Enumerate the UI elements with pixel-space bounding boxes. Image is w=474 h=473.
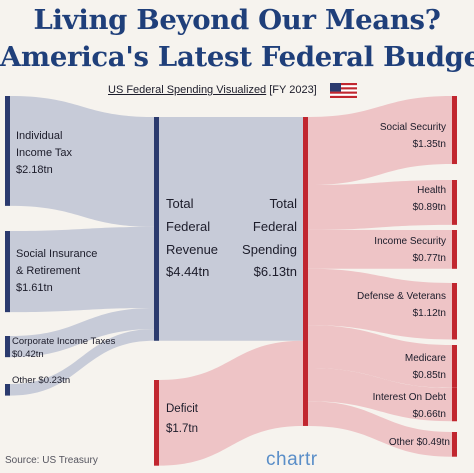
label-value: $0.49tn [416, 437, 450, 448]
label-social-insurance: Social Insurance & Retirement $1.61tn [16, 246, 97, 297]
label-line: Interest On Debt [372, 392, 446, 403]
flow-revenue-source [10, 308, 154, 358]
label-value: $0.66tn [412, 409, 446, 420]
label-value: $1.61tn [16, 282, 53, 295]
label-line: Income Tax [16, 147, 73, 160]
label-interest-on-debt: Interest On Debt $0.66tn [373, 389, 446, 423]
node-revenue-source [5, 336, 10, 358]
label-line: Medicare [404, 353, 446, 364]
label-individual-income-tax: Individual Income Tax $2.18tn [16, 128, 72, 179]
flow-spending-category [308, 180, 452, 230]
label-social-security: Social Security $1.35tn [380, 119, 446, 153]
label-other-spending: Other $0.49tn [389, 434, 450, 451]
flow-spending-category [308, 367, 452, 422]
label-value: $1.12tn [412, 308, 446, 319]
label-value: $2.18tn [16, 164, 53, 177]
label-line: Other [12, 375, 36, 386]
label-line: Federal [252, 218, 297, 234]
label-value: $1.35tn [412, 139, 446, 150]
label-value: $1.7tn [166, 422, 198, 435]
label-income-security: Income Security $0.77tn [374, 233, 446, 267]
label-medicare: Medicare $0.85tn [405, 350, 446, 384]
label-line: Total [269, 196, 297, 211]
node-revenue-source [5, 96, 10, 206]
label-line: Revenue [166, 241, 219, 257]
flow-spending-category [308, 268, 452, 340]
label-line: Other [388, 437, 414, 448]
node-revenue-source [5, 384, 10, 396]
label-other-revenue: Other $0.23tn [12, 375, 70, 388]
title-line-1: Living Beyond Our Means? [33, 4, 441, 36]
flow-spending-category [308, 96, 452, 186]
flow-spending-category [308, 229, 452, 269]
label-corporate-income-taxes: Corporate Income Taxes $0.42tn [12, 336, 115, 362]
node-spending-category [452, 180, 457, 225]
label-total-revenue: Total Federal Revenue $4.44tn [166, 193, 218, 284]
label-line: Individual [16, 130, 63, 142]
label-value: $0.89tn [412, 202, 446, 213]
brand-logo: chartr [266, 449, 318, 470]
node-total-spending [303, 117, 308, 426]
label-line: Federal [166, 218, 211, 234]
label-line: Social Security [379, 122, 446, 133]
subtitle: US Federal Spending Visualized [FY 2023] [108, 84, 317, 96]
subtitle-period: [FY 2023] [266, 84, 317, 96]
flow-spending-category [308, 401, 452, 457]
label-line: Social Insurance [16, 248, 98, 260]
title-line-2: America's Latest Federal Budget [0, 41, 474, 73]
node-deficit [154, 380, 159, 466]
label-health: Health $0.89tn [413, 182, 446, 216]
label-total-spending: Total Federal Spending $6.13tn [242, 193, 297, 284]
label-line: Income Security [374, 236, 446, 247]
label-deficit: Deficit $1.7tn [166, 400, 198, 439]
flow-revenue-to-spending [159, 117, 303, 341]
node-total-revenue [154, 117, 159, 341]
us-flag-icon [330, 83, 357, 98]
flow-revenue-source [10, 329, 154, 396]
flow-spending-category [308, 325, 452, 388]
label-value: $0.23tn [38, 375, 71, 386]
label-line: & Retirement [16, 265, 81, 278]
node-spending-category [452, 432, 457, 457]
flow-revenue-source [10, 96, 154, 227]
label-line: Total [166, 196, 194, 211]
subtitle-main: US Federal Spending Visualized [108, 84, 267, 96]
label-value: $6.13tn [253, 264, 297, 280]
node-spending-category [452, 96, 457, 165]
label-defense-veterans: Defense & Veterans $1.12tn [357, 288, 446, 322]
label-value: $0.85tn [412, 370, 446, 381]
label-line: Spending [242, 241, 297, 257]
label-line: Deficit [166, 403, 198, 415]
node-spending-category [452, 388, 457, 422]
label-line: Defense & Veterans [357, 291, 446, 302]
node-spending-category [452, 230, 457, 269]
source-note: Source: US Treasury [5, 455, 98, 466]
label-value: $0.42tn [12, 348, 44, 360]
label-value: $4.44tn [166, 264, 210, 280]
flow-deficit-to-spending [159, 340, 303, 466]
label-line: Health [417, 185, 446, 196]
node-spending-category [452, 345, 457, 388]
node-spending-category [452, 283, 457, 340]
label-line: Corporate Income Taxes [12, 336, 116, 347]
label-value: $0.77tn [412, 253, 446, 264]
flow-revenue-source [10, 226, 154, 313]
node-revenue-source [5, 231, 10, 313]
